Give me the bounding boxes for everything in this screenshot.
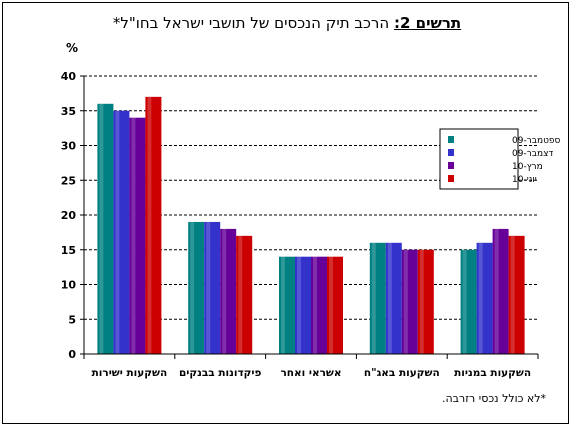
y-tick-label: 35 bbox=[61, 105, 76, 118]
bar bbox=[188, 221, 205, 354]
bar bbox=[113, 110, 130, 354]
y-tick-label: 5 bbox=[68, 313, 76, 326]
bar-highlight bbox=[494, 228, 499, 354]
chart-title: תרשים 2: הרכב תיק הנכסים של תושבי ישראל … bbox=[0, 14, 574, 32]
bar bbox=[97, 103, 114, 354]
bar-highlight bbox=[510, 235, 515, 354]
legend-label: יוני-10 bbox=[512, 175, 537, 185]
bar-highlight bbox=[478, 242, 483, 354]
x-tick-label: השקעות ישירות bbox=[92, 367, 168, 379]
bar-highlight bbox=[190, 221, 195, 354]
bar bbox=[327, 256, 343, 354]
bar bbox=[460, 249, 477, 354]
bar-highlight bbox=[99, 103, 104, 354]
chart-title-prefix: תרשים 2: bbox=[393, 14, 462, 32]
bar bbox=[508, 235, 525, 354]
bar bbox=[492, 228, 509, 354]
bar bbox=[204, 221, 221, 354]
y-tick-label: 10 bbox=[61, 279, 77, 292]
bar-highlight bbox=[206, 221, 211, 354]
bar bbox=[401, 249, 418, 354]
footnote: *לא כולל נכסי רזרבה. bbox=[441, 392, 546, 405]
y-tick-label: 0 bbox=[68, 348, 76, 361]
bar bbox=[369, 242, 386, 354]
y-tick-labels: 0 5 10 15 20 25 30 35 40 bbox=[61, 70, 77, 361]
bar bbox=[311, 256, 327, 354]
bar bbox=[417, 249, 434, 354]
bar bbox=[236, 235, 253, 354]
bar bbox=[279, 256, 295, 354]
y-tick-label: 20 bbox=[61, 209, 77, 222]
legend-swatch bbox=[448, 162, 454, 169]
bar-highlight bbox=[131, 117, 136, 354]
bar-highlight bbox=[462, 249, 467, 354]
bar-highlight bbox=[329, 256, 333, 354]
legend-label: מרץ-10 bbox=[512, 162, 543, 172]
bar bbox=[220, 228, 237, 354]
y-axis-label: % bbox=[66, 41, 78, 55]
x-tick-labels: השקעות ישירות פיקדונות בבנקים אשראי ואחר הש… bbox=[92, 367, 531, 379]
bar bbox=[295, 256, 311, 354]
legend-label: ספטמבר-09 bbox=[512, 136, 561, 146]
bar bbox=[129, 117, 146, 354]
bar-highlight bbox=[281, 256, 285, 354]
bar-highlight bbox=[115, 110, 120, 354]
y-tick-label: 40 bbox=[61, 70, 77, 83]
bar bbox=[145, 96, 162, 354]
bar bbox=[476, 242, 493, 354]
legend-swatch bbox=[448, 149, 454, 156]
legend-label: דצמבר-09 bbox=[512, 149, 553, 159]
y-tick-label: 25 bbox=[61, 174, 76, 187]
axes bbox=[80, 75, 539, 359]
bar-highlight bbox=[419, 249, 424, 354]
bar bbox=[385, 242, 402, 354]
legend-swatch bbox=[448, 136, 454, 143]
x-tick-label: פיקדונות בבנקים bbox=[179, 367, 261, 379]
y-tick-label: 15 bbox=[61, 244, 76, 257]
legend: ספטמבר-09 דצמבר-09 מרץ-10 יוני-10 bbox=[439, 128, 561, 190]
bar-highlight bbox=[147, 96, 152, 354]
legend-swatch bbox=[448, 175, 454, 182]
y-tick-label: 30 bbox=[61, 140, 77, 153]
bar-highlight bbox=[387, 242, 392, 354]
bar-highlight bbox=[371, 242, 376, 354]
bar-highlight bbox=[222, 228, 227, 354]
bar-highlight bbox=[403, 249, 408, 354]
chart-title-main: הרכב תיק הנכסים של תושבי ישראל בחו"ל* bbox=[112, 14, 394, 32]
x-tick-label: השקעות באג"ח bbox=[364, 367, 440, 379]
x-tick-label: אשראי ואחר bbox=[280, 367, 341, 379]
bar-highlight bbox=[313, 256, 317, 354]
bar-highlight bbox=[297, 256, 301, 354]
bar-highlight bbox=[238, 235, 243, 354]
bars bbox=[97, 96, 525, 354]
x-tick-label: השקעות במניות bbox=[454, 367, 531, 379]
